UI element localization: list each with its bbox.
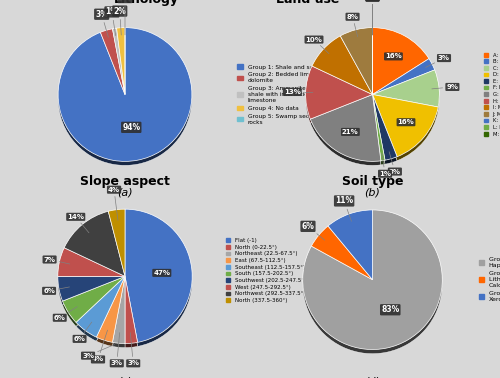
Wedge shape bbox=[116, 28, 125, 94]
Wedge shape bbox=[372, 94, 385, 161]
Wedge shape bbox=[328, 210, 372, 280]
Text: 11%: 11% bbox=[335, 197, 353, 221]
Text: 6%: 6% bbox=[43, 287, 70, 294]
Text: 1%: 1% bbox=[379, 153, 391, 177]
Wedge shape bbox=[62, 276, 125, 322]
Wedge shape bbox=[312, 40, 372, 99]
Wedge shape bbox=[310, 99, 381, 166]
Wedge shape bbox=[116, 32, 125, 99]
Wedge shape bbox=[340, 28, 372, 94]
Title: Soil type: Soil type bbox=[342, 175, 403, 188]
Wedge shape bbox=[64, 215, 125, 280]
Wedge shape bbox=[125, 209, 192, 342]
Text: 21%: 21% bbox=[342, 129, 358, 135]
Text: 16%: 16% bbox=[385, 53, 402, 59]
Text: 3%: 3% bbox=[82, 345, 114, 359]
Text: 3%: 3% bbox=[127, 333, 139, 366]
Text: 6%: 6% bbox=[54, 307, 78, 321]
Text: 94%: 94% bbox=[122, 123, 141, 132]
Wedge shape bbox=[125, 280, 138, 348]
Legend: Group 1: Fluventic
Haploxerolls, Group 2: Rock Outcropc -
Lithic Xerorthents -
C: Group 1: Fluventic Haploxerolls, Group 2… bbox=[476, 255, 500, 304]
Wedge shape bbox=[108, 209, 125, 276]
Wedge shape bbox=[312, 230, 372, 284]
Wedge shape bbox=[372, 74, 440, 111]
Text: 4%: 4% bbox=[108, 187, 120, 220]
Text: 0%: 0% bbox=[366, 0, 378, 35]
Wedge shape bbox=[340, 32, 372, 99]
Wedge shape bbox=[125, 213, 192, 346]
Wedge shape bbox=[112, 276, 125, 344]
Legend: A: Agriculture, B: Mix(Agriculture - Dryfarming), C: Mix(Mostly Agriculture), D:: A: Agriculture, B: Mix(Agriculture - Dry… bbox=[482, 50, 500, 139]
Wedge shape bbox=[312, 36, 372, 94]
Wedge shape bbox=[372, 63, 434, 99]
Wedge shape bbox=[306, 66, 372, 119]
Wedge shape bbox=[328, 214, 372, 284]
Wedge shape bbox=[372, 99, 438, 161]
Text: 0%: 0% bbox=[118, 0, 132, 35]
Wedge shape bbox=[108, 213, 125, 280]
Wedge shape bbox=[76, 276, 125, 337]
Text: 2%: 2% bbox=[114, 6, 126, 35]
Text: (a): (a) bbox=[117, 187, 133, 197]
Wedge shape bbox=[372, 70, 440, 107]
Wedge shape bbox=[302, 214, 442, 354]
Wedge shape bbox=[58, 280, 125, 305]
Wedge shape bbox=[100, 29, 125, 94]
Wedge shape bbox=[100, 33, 125, 99]
Text: Land use: Land use bbox=[276, 0, 340, 6]
Text: 7%: 7% bbox=[44, 257, 70, 264]
Wedge shape bbox=[64, 211, 125, 276]
Wedge shape bbox=[372, 94, 397, 160]
Wedge shape bbox=[372, 59, 434, 94]
Wedge shape bbox=[372, 94, 438, 156]
Wedge shape bbox=[372, 99, 397, 164]
Wedge shape bbox=[58, 28, 192, 161]
Text: 3%: 3% bbox=[426, 55, 450, 67]
Text: 3%: 3% bbox=[111, 333, 123, 366]
Wedge shape bbox=[302, 210, 442, 350]
Text: 4%: 4% bbox=[92, 330, 108, 363]
Text: 6%: 6% bbox=[302, 222, 324, 240]
Wedge shape bbox=[112, 32, 125, 99]
Wedge shape bbox=[312, 226, 372, 280]
Wedge shape bbox=[58, 276, 125, 301]
Wedge shape bbox=[306, 70, 372, 123]
Text: 0%: 0% bbox=[366, 0, 378, 35]
Text: 13%: 13% bbox=[284, 89, 313, 95]
Wedge shape bbox=[112, 280, 125, 348]
Wedge shape bbox=[310, 94, 381, 161]
Text: 1%: 1% bbox=[106, 8, 118, 36]
Wedge shape bbox=[76, 280, 125, 341]
Wedge shape bbox=[96, 276, 125, 342]
Text: 10%: 10% bbox=[306, 37, 329, 54]
Wedge shape bbox=[372, 28, 429, 94]
Text: 3%: 3% bbox=[95, 10, 108, 37]
Wedge shape bbox=[112, 28, 125, 94]
Text: (c): (c) bbox=[118, 377, 132, 378]
Text: 14%: 14% bbox=[67, 214, 89, 233]
Text: 8%: 8% bbox=[346, 14, 358, 37]
Wedge shape bbox=[58, 32, 192, 166]
Text: Lithology: Lithology bbox=[114, 0, 178, 6]
Text: 3%: 3% bbox=[389, 152, 401, 175]
Wedge shape bbox=[372, 99, 385, 165]
Text: 0%: 0% bbox=[366, 0, 378, 35]
Title: Slope aspect: Slope aspect bbox=[80, 175, 170, 188]
Text: 83%: 83% bbox=[381, 305, 400, 314]
Text: 9%: 9% bbox=[432, 84, 458, 90]
Wedge shape bbox=[62, 280, 125, 326]
Wedge shape bbox=[372, 32, 429, 99]
Wedge shape bbox=[58, 248, 125, 276]
Text: 6%: 6% bbox=[74, 322, 92, 342]
Legend: Group 1: Shale and sandstone, Group 2: Bedded limestone and
dolomite, Group 3: A: Group 1: Shale and sandstone, Group 2: B… bbox=[235, 62, 345, 127]
Text: 47%: 47% bbox=[154, 270, 170, 276]
Wedge shape bbox=[58, 252, 125, 280]
Wedge shape bbox=[96, 280, 125, 346]
Legend: Flat (-1), North (0-22.5°), Northeast (22.5-67.5°), East (67.5-112.5°), Southeas: Flat (-1), North (0-22.5°), Northeast (2… bbox=[224, 236, 308, 305]
Text: (b): (b) bbox=[364, 187, 380, 197]
Text: 16%: 16% bbox=[398, 119, 414, 125]
Text: (d): (d) bbox=[364, 377, 380, 378]
Wedge shape bbox=[125, 276, 138, 344]
